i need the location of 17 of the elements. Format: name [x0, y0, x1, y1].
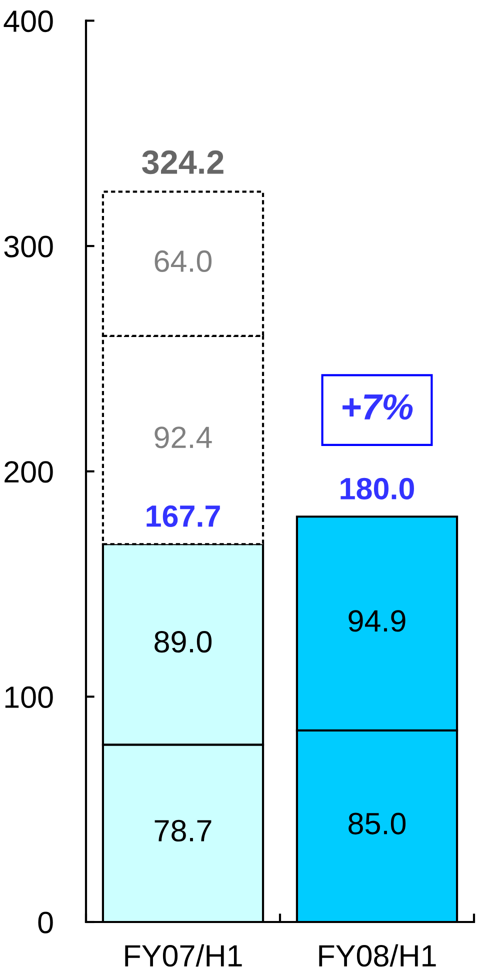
data-label: 85.0: [348, 812, 406, 834]
x-tick-label: FY07/H1: [125, 944, 242, 967]
total-label: 180.0: [340, 478, 414, 500]
data-label: 78.7: [154, 820, 212, 842]
y-tick-label: 0: [38, 912, 53, 934]
y-tick-label: 300: [4, 236, 53, 258]
data-label: 64.0: [154, 250, 212, 272]
data-label: 89.0: [154, 630, 212, 653]
annotation: +7%: [342, 394, 413, 420]
y-tick-label: 400: [4, 10, 53, 32]
data-label: 92.4: [154, 426, 212, 448]
total-label: 324.2: [142, 150, 224, 174]
y-tick-label: 200: [4, 461, 53, 483]
x-tick-label: FY08/H1: [319, 944, 436, 967]
annotation: 167.7: [146, 505, 220, 527]
y-tick-label: 100: [5, 686, 53, 708]
data-label: 94.9: [348, 610, 406, 632]
